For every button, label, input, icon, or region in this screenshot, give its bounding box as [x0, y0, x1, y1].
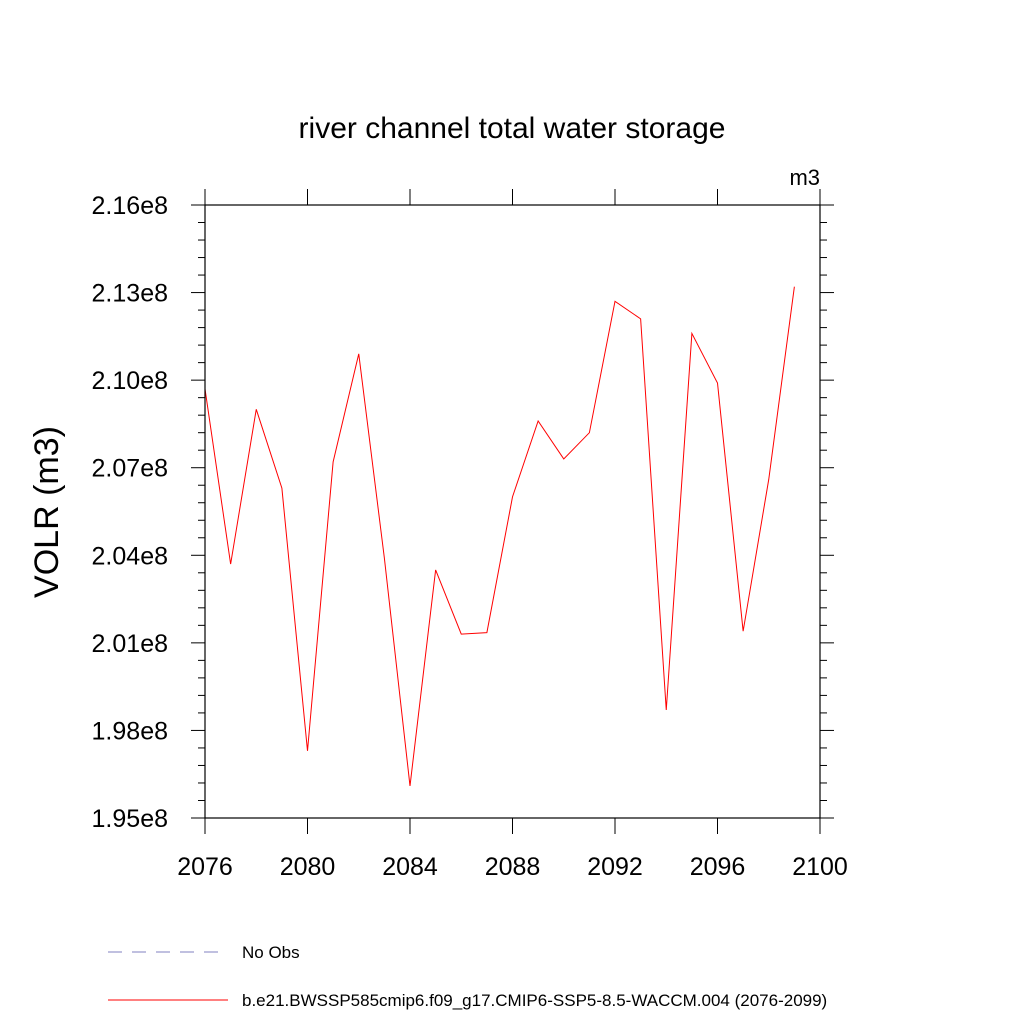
y-axis-label: VOLR (m3)	[28, 426, 66, 598]
y-tick-label: 1.95e8	[92, 805, 168, 833]
y-tick-label: 1.98e8	[92, 717, 168, 745]
x-tick-label: 2084	[382, 853, 438, 881]
legend: No Obs b.e21.BWSSP585cmip6.f09_g17.CMIP6…	[108, 943, 827, 1010]
plot-frame	[204, 204, 821, 819]
legend-label-model: b.e21.BWSSP585cmip6.f09_g17.CMIP6-SSP5-8…	[242, 991, 827, 1010]
x-tick-label: 2092	[587, 853, 643, 881]
y-tick-label: 2.13e8	[92, 280, 168, 308]
x-tick-label: 2096	[690, 853, 746, 881]
x-tick-label: 2076	[177, 853, 233, 881]
y-tick-label: 2.07e8	[92, 455, 168, 483]
y-tick-label: 2.01e8	[92, 630, 168, 658]
series-line	[204, 286, 795, 786]
y-tick-label: 2.10e8	[92, 367, 168, 395]
tick-labels-layer: 2076 2080 2084 2088 2092 2096 2100 1.95e8 1.98e8…	[92, 192, 848, 881]
x-tick-label: 2080	[280, 853, 336, 881]
x-tick-label: 2088	[485, 853, 541, 881]
series-layer	[204, 286, 795, 786]
y-tick-label: 2.04e8	[92, 542, 168, 570]
legend-label-no-obs: No Obs	[242, 943, 300, 962]
ticks-layer	[191, 189, 834, 834]
x-tick-label: 2100	[792, 853, 848, 881]
y-tick-label: 2.16e8	[92, 192, 168, 220]
chart-title: river channel total water storage	[299, 112, 726, 145]
units-label: m3	[789, 165, 820, 190]
